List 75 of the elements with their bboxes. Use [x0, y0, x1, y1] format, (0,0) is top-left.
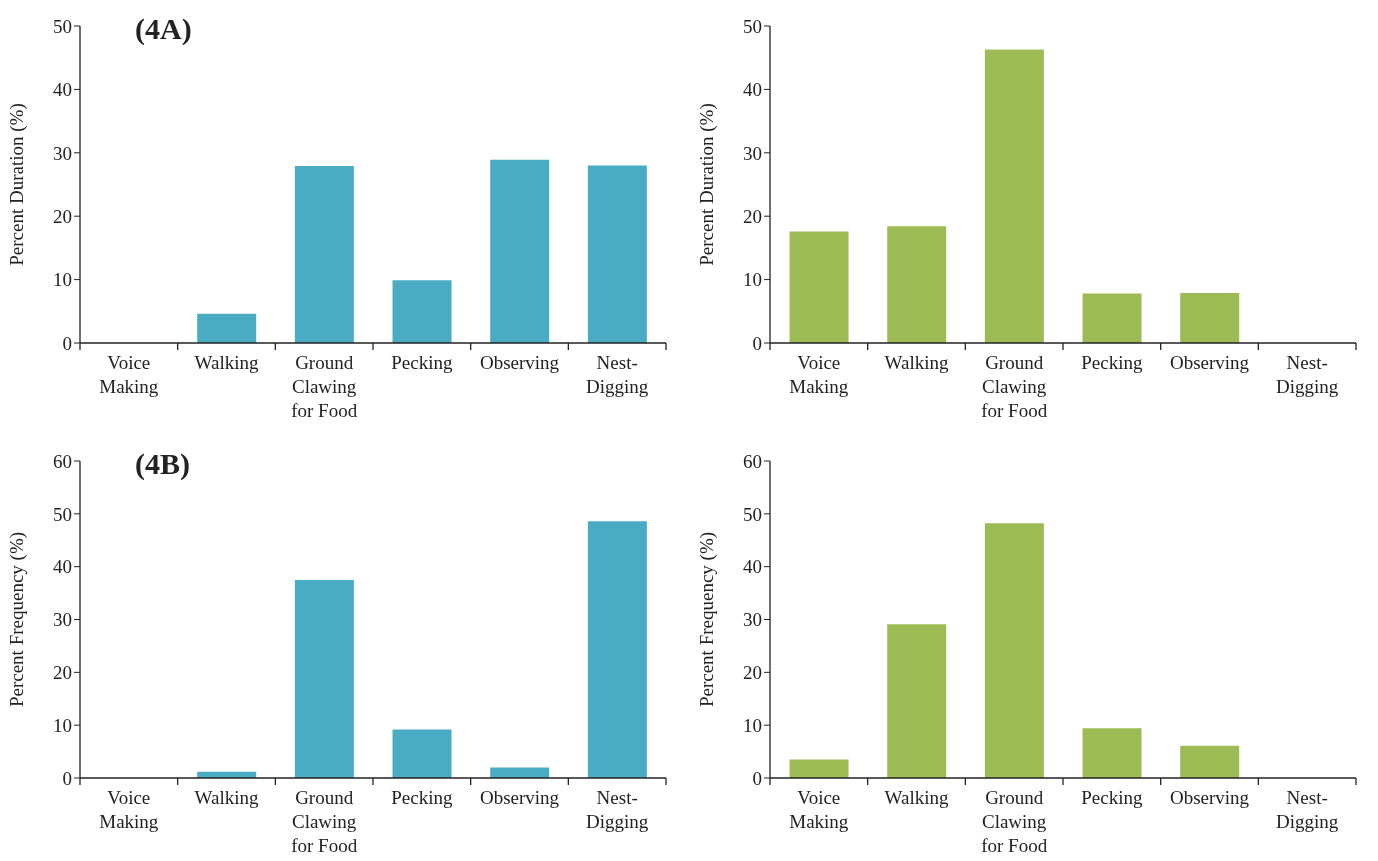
y-tick-label: 0: [62, 332, 72, 354]
x-tick-label: Walking: [194, 787, 259, 808]
bar: [392, 280, 452, 343]
x-tick-label: Ground Clawing for Food: [981, 352, 1048, 421]
x-tick-label: Voice Making: [99, 787, 159, 832]
y-tick-label: 10: [743, 714, 762, 736]
x-tick-label: Ground Clawing for Food: [291, 352, 358, 421]
x-tick-label: Pecking: [391, 352, 453, 373]
x-tick-label: Observing: [479, 352, 560, 373]
bar: [984, 49, 1044, 343]
bar: [887, 226, 947, 343]
x-tick-label: Ground Clawing for Food: [981, 787, 1048, 856]
y-tick-label: 50: [743, 503, 762, 525]
y-tick-label: 20: [743, 662, 762, 684]
bar: [1180, 292, 1240, 343]
y-tick-label: 50: [53, 15, 72, 37]
bar: [984, 523, 1044, 778]
y-tick-label: 20: [53, 205, 72, 227]
x-tick-label: Voice Making: [789, 787, 849, 832]
x-tick-label: Walking: [884, 352, 949, 373]
y-tick-label: 60: [53, 450, 72, 472]
y-tick-label: 60: [743, 450, 762, 472]
x-tick-label: Nest-Digging: [586, 787, 649, 832]
bar: [789, 231, 849, 343]
bar: [294, 579, 354, 778]
bar: [490, 159, 550, 343]
x-tick-label: Observing: [479, 787, 560, 808]
y-tick-label: 10: [743, 269, 762, 291]
bar: [1082, 293, 1142, 343]
y-tick-label: 30: [53, 609, 72, 631]
y-tick-label: 30: [53, 142, 72, 164]
y-tick-label: 0: [752, 767, 762, 789]
bar: [1180, 745, 1240, 778]
x-tick-label: Pecking: [1081, 787, 1143, 808]
x-tick-label: Nest-Digging: [1276, 787, 1339, 832]
bar: [887, 624, 947, 778]
bar: [587, 521, 647, 778]
bar: [197, 313, 257, 343]
y-axis-title: Percent Duration (%): [695, 103, 718, 266]
y-tick-label: 40: [53, 79, 72, 101]
y-axis-title: Percent Frequency (%): [5, 531, 28, 708]
bar: [789, 759, 849, 778]
bar: [587, 165, 647, 343]
y-tick-label: 20: [53, 662, 72, 684]
x-tick-label: Pecking: [1081, 352, 1143, 373]
annotation: (4A): [135, 12, 192, 46]
bar: [490, 767, 550, 778]
x-tick-label: Ground Clawing for Food: [291, 787, 358, 856]
y-tick-label: 50: [743, 15, 762, 37]
y-tick-label: 30: [743, 142, 762, 164]
y-axis-title: Percent Frequency (%): [695, 531, 718, 708]
y-axis-title: Percent Duration (%): [5, 103, 28, 266]
y-tick-label: 10: [53, 269, 72, 291]
x-tick-label: Pecking: [391, 787, 453, 808]
y-tick-label: 20: [743, 205, 762, 227]
annotation: (4B): [135, 447, 190, 481]
x-tick-label: Nest-Digging: [586, 352, 649, 397]
bar: [392, 729, 452, 778]
bar: [294, 166, 354, 343]
y-tick-label: 0: [752, 332, 762, 354]
x-tick-label: Walking: [194, 352, 259, 373]
bar: [1082, 728, 1142, 778]
x-tick-label: Voice Making: [789, 352, 849, 397]
x-tick-label: Voice Making: [99, 352, 159, 397]
y-tick-label: 10: [53, 714, 72, 736]
x-tick-label: Observing: [1169, 787, 1250, 808]
x-tick-label: Nest-Digging: [1276, 352, 1339, 397]
y-tick-label: 0: [62, 767, 72, 789]
y-tick-label: 50: [53, 503, 72, 525]
x-tick-label: Observing: [1169, 352, 1250, 373]
y-tick-label: 30: [743, 609, 762, 631]
y-tick-label: 40: [743, 79, 762, 101]
x-tick-label: Walking: [884, 787, 949, 808]
y-tick-label: 40: [743, 556, 762, 578]
y-tick-label: 40: [53, 556, 72, 578]
